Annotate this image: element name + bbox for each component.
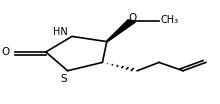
Polygon shape [106,20,136,42]
Text: O: O [2,47,10,57]
Text: O: O [129,13,137,23]
Text: CH₃: CH₃ [160,15,178,25]
Text: S: S [60,74,67,84]
Text: HN: HN [53,27,67,37]
